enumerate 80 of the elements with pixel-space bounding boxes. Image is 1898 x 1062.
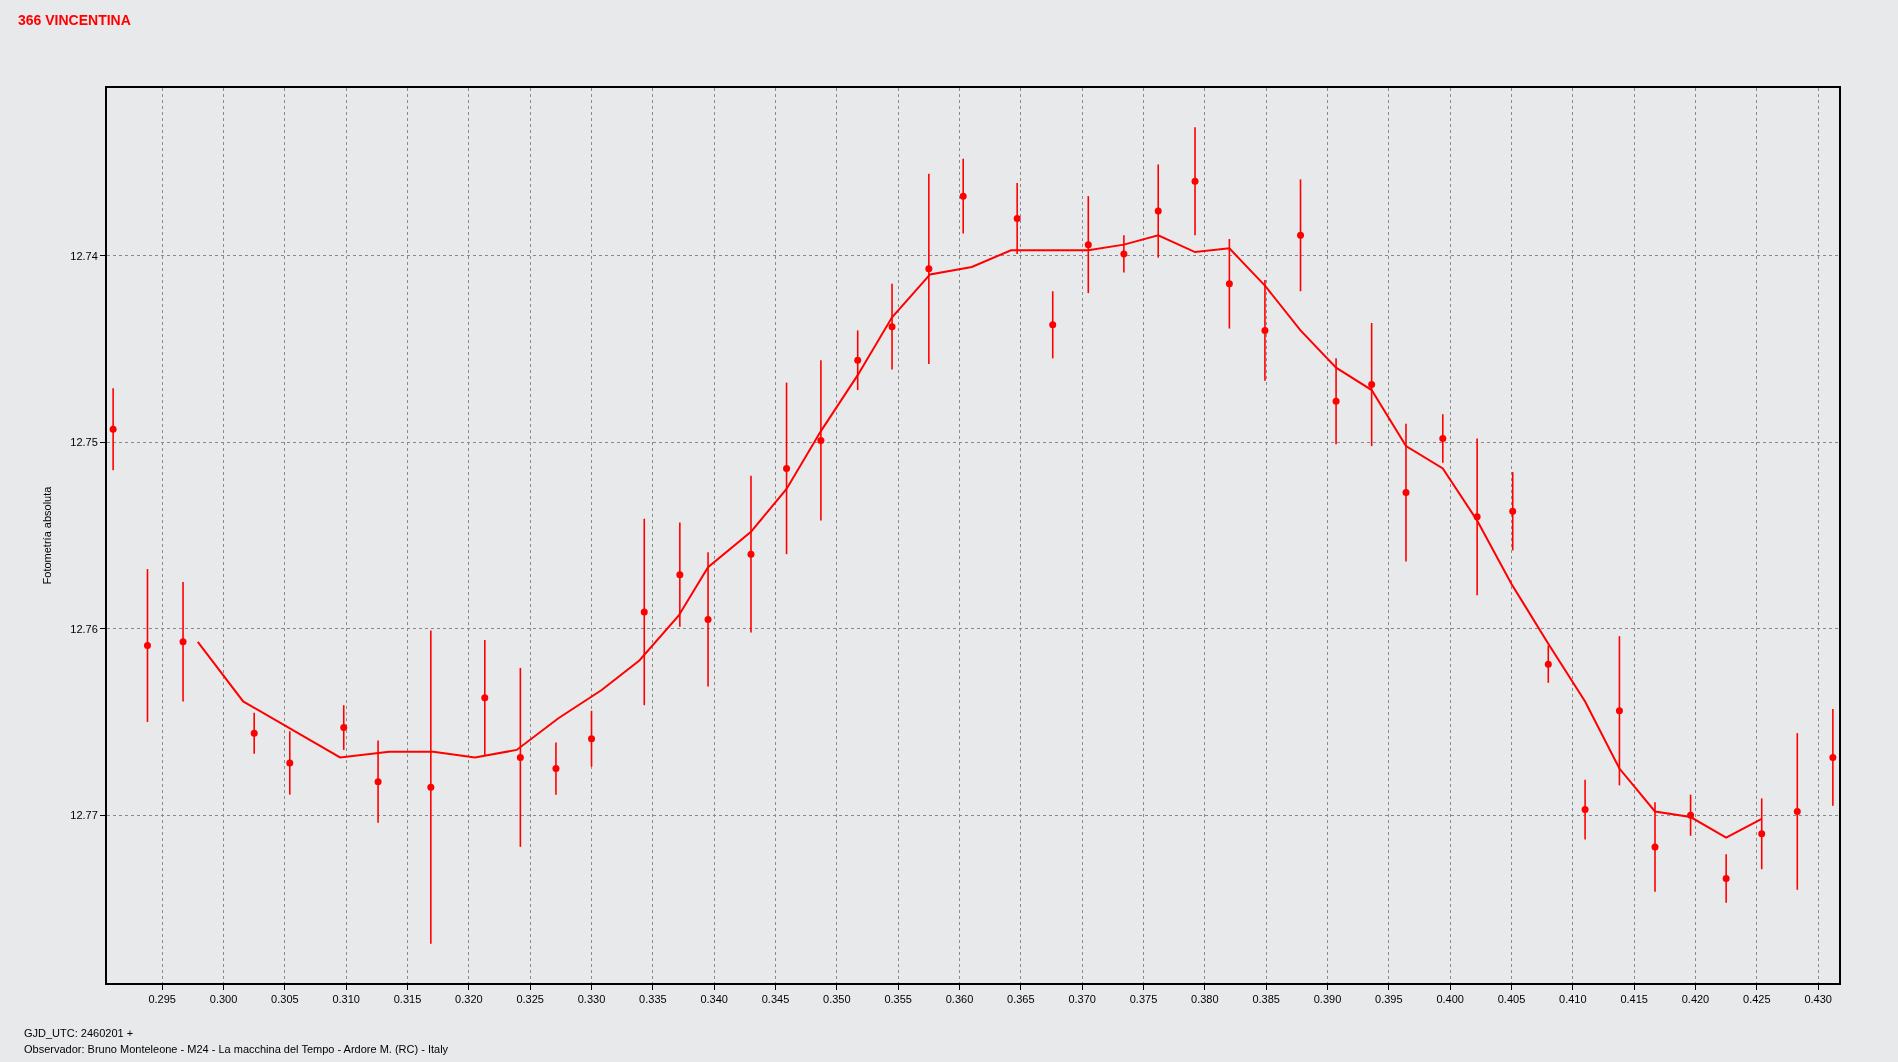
x-tick-label: 0.405 (1497, 993, 1526, 1006)
x-tick-label: 0.365 (1007, 993, 1035, 1006)
point (1509, 507, 1517, 515)
point (1793, 807, 1801, 815)
x-tick-label: 0.420 (1681, 993, 1710, 1006)
x-tick-label: 0.345 (761, 993, 790, 1006)
point (1544, 660, 1552, 668)
point (1758, 830, 1766, 838)
x-tick-label: 0.350 (823, 993, 851, 1006)
x-tick-label: 0.425 (1743, 993, 1771, 1006)
x-tick-label: 0.400 (1436, 993, 1464, 1006)
x-tick-label: 0.410 (1559, 993, 1587, 1006)
point (817, 436, 825, 444)
x-tick-label: 0.310 (332, 993, 360, 1006)
point (925, 265, 933, 273)
y-axis-title: Fotometría absoluta (41, 485, 54, 585)
point (640, 608, 648, 616)
point (704, 615, 712, 623)
point (747, 550, 755, 558)
x-tick-label: 0.370 (1068, 993, 1096, 1006)
point (588, 735, 596, 743)
point (516, 753, 524, 761)
x-tick-label: 0.430 (1804, 993, 1832, 1006)
x-tick-label: 0.380 (1191, 993, 1219, 1006)
point (1049, 321, 1057, 329)
point (1651, 843, 1659, 851)
chart-title: 366 VINCENTINA (18, 11, 131, 28)
point (481, 694, 489, 702)
point (1191, 177, 1199, 185)
point (1261, 326, 1269, 334)
point (1439, 435, 1447, 443)
point (340, 724, 348, 732)
point (250, 729, 258, 737)
point (854, 356, 862, 364)
point (1225, 280, 1233, 288)
x-tick-label: 0.300 (209, 993, 238, 1006)
point (1084, 241, 1092, 249)
point (1615, 707, 1623, 715)
point (552, 765, 560, 773)
point (1722, 875, 1730, 883)
x-tick-label: 0.330 (577, 993, 606, 1006)
point (1581, 806, 1589, 814)
point (676, 571, 684, 579)
text: GJD_UTC: 2460201 + (24, 1027, 134, 1039)
x-tick-label: 0.325 (516, 993, 544, 1006)
point (1402, 489, 1410, 497)
x-tick-label: 0.340 (700, 993, 728, 1006)
x-tick-label: 0.395 (1375, 993, 1403, 1006)
y-tick-label: 12.76 (70, 622, 98, 635)
point (1332, 397, 1340, 405)
x-tick-label: 0.360 (945, 993, 974, 1006)
point (1120, 250, 1128, 258)
point (783, 464, 791, 472)
x-tick-label: 0.315 (393, 993, 422, 1006)
point (427, 783, 435, 791)
x-tick-label: 0.385 (1252, 993, 1280, 1006)
x-tick-label: 0.390 (1313, 993, 1342, 1006)
x-tick-label: 0.305 (271, 993, 299, 1006)
point (1368, 380, 1376, 388)
point (109, 425, 117, 433)
point (1154, 207, 1162, 215)
y-tick-label: 12.74 (70, 249, 98, 262)
point (959, 192, 967, 200)
point (1013, 215, 1021, 223)
point (1829, 753, 1837, 761)
x-tick-label: 0.375 (1129, 993, 1158, 1006)
x-tick-label: 0.415 (1620, 993, 1648, 1006)
point (143, 642, 151, 650)
point (374, 778, 382, 786)
x-tick-label: 0.335 (639, 993, 667, 1006)
point (888, 323, 896, 331)
x-tick-label: 0.355 (884, 993, 912, 1006)
y-tick-label: 12.75 (70, 436, 98, 449)
y-tick-label: 12.77 (70, 809, 98, 822)
x-tick-label: 0.295 (148, 993, 176, 1006)
text: Observador: Bruno Monteleone - M24 - La macchina del Tempo - Ardore M. (RC) - Italy (24, 1043, 449, 1055)
point (1297, 231, 1305, 239)
x-tick-label: 0.320 (455, 993, 483, 1006)
point (286, 759, 294, 767)
point (179, 638, 187, 646)
